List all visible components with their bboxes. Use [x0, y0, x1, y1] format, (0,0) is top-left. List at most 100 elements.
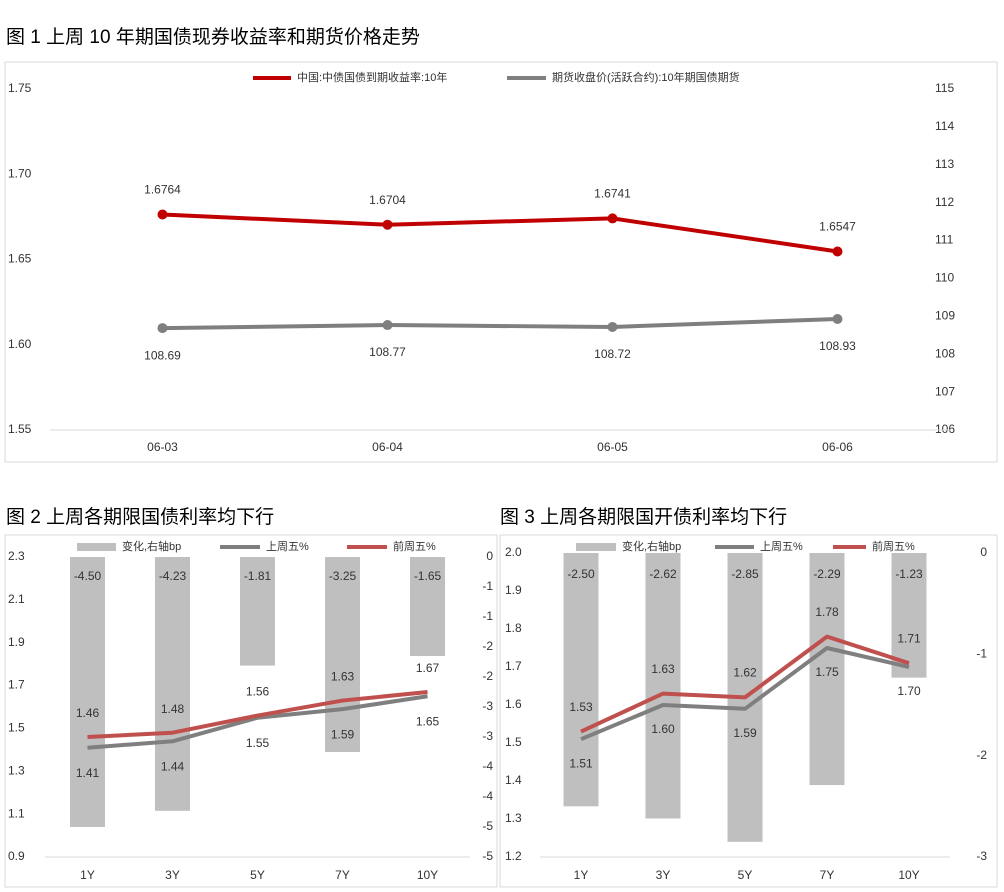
data-label: 1.59 — [733, 726, 757, 740]
y-tick-label: 1.5 — [8, 721, 25, 735]
y-tick-label: 1.9 — [505, 583, 522, 597]
y2-tick-label: -1 — [482, 579, 493, 593]
chart-title: 图 1 上周 10 年期国债现券收益率和期货价格走势 — [6, 26, 420, 48]
data-label: -2.85 — [731, 567, 759, 581]
y2-tick-label: -4 — [482, 759, 493, 773]
marker — [832, 313, 843, 324]
data-label: 108.93 — [819, 339, 856, 353]
data-label: 108.77 — [369, 345, 406, 359]
legend-label: 期货收盘价(活跃合约):10年期国债期货 — [552, 70, 740, 84]
y2-tick-label: -1 — [482, 609, 493, 623]
y2-tick-label: 112 — [935, 195, 954, 209]
x-tick-label: 1Y — [574, 868, 589, 882]
data-label: 1.46 — [76, 706, 100, 720]
y-tick-label: 1.7 — [8, 678, 25, 692]
x-tick-label: 5Y — [250, 868, 265, 882]
data-label: -2.29 — [813, 567, 841, 581]
marker — [382, 320, 393, 331]
y-tick-label: 1.1 — [8, 806, 25, 820]
chart-frame — [4, 61, 998, 463]
marker — [382, 219, 393, 230]
chart-frame — [499, 534, 998, 888]
y-tick-label: 1.8 — [505, 621, 522, 635]
data-label: 108.72 — [594, 347, 631, 361]
bar — [240, 557, 275, 666]
x-tick-label: 06-06 — [822, 440, 853, 454]
marker — [157, 323, 168, 334]
data-label: 108.69 — [144, 348, 181, 362]
y2-tick-label: -2 — [482, 669, 493, 683]
legend-swatch — [576, 543, 616, 551]
y2-tick-label: -5 — [482, 819, 493, 833]
x-tick-label: 10Y — [898, 868, 919, 882]
x-tick-label: 06-03 — [147, 440, 178, 454]
y2-tick-label: 109 — [935, 309, 955, 323]
data-label: 1.51 — [569, 756, 593, 770]
data-label: 1.75 — [815, 665, 839, 679]
y2-tick-label: 0 — [486, 549, 493, 563]
legend-label: 前周五% — [872, 539, 915, 553]
data-label: 1.67 — [416, 661, 440, 675]
bar — [645, 553, 681, 819]
data-label: 1.78 — [815, 605, 839, 619]
y-tick-label: 1.7 — [505, 659, 522, 673]
data-label: 1.53 — [569, 700, 593, 714]
y2-tick-label: -2 — [976, 748, 987, 762]
legend-label: 变化,右轴bp — [122, 539, 181, 553]
y2-tick-label: -1 — [976, 647, 987, 661]
y2-tick-label: 115 — [935, 81, 954, 95]
data-label: 1.70 — [897, 684, 921, 698]
y-tick-label: 1.6 — [505, 697, 522, 711]
data-label: -1.81 — [244, 569, 272, 583]
data-label: -1.23 — [895, 567, 923, 581]
y-tick-label: 2.3 — [8, 549, 25, 563]
y-tick-label: 1.9 — [8, 635, 25, 649]
y2-tick-label: 113 — [935, 157, 954, 171]
marker — [607, 213, 618, 224]
y2-tick-label: -3 — [482, 699, 493, 713]
y-tick-label: 1.3 — [505, 811, 522, 825]
data-label: 1.41 — [76, 766, 100, 780]
bar — [891, 553, 927, 678]
legend-label: 中国:中债国债到期收益率:10年 — [297, 70, 447, 84]
data-label: -2.62 — [649, 567, 677, 581]
y-tick-label: 1.3 — [8, 763, 25, 777]
y2-tick-label: 0 — [980, 545, 987, 559]
y-tick-label: 1.65 — [8, 252, 32, 266]
data-label: 1.48 — [161, 702, 185, 716]
y-tick-label: 1.75 — [8, 81, 32, 95]
y2-tick-label: 108 — [935, 346, 955, 360]
marker — [832, 246, 843, 257]
chart-title: 图 3 上周各期限国开债利率均下行 — [500, 506, 787, 528]
marker — [157, 209, 168, 220]
legend-label: 上周五% — [760, 540, 803, 553]
y2-tick-label: 107 — [935, 384, 955, 398]
line — [580, 646, 910, 742]
y2-tick-label: -5 — [482, 849, 493, 863]
x-tick-label: 06-05 — [597, 440, 628, 454]
x-tick-label: 3Y — [165, 868, 180, 882]
line — [162, 316, 838, 331]
x-tick-label: 10Y — [417, 868, 438, 882]
data-label: -2.50 — [567, 567, 595, 581]
y2-tick-label: -4 — [482, 789, 493, 803]
data-label: 1.6764 — [144, 183, 181, 197]
line — [580, 634, 910, 734]
data-label: 1.59 — [331, 727, 355, 741]
x-tick-label: 7Y — [820, 868, 835, 882]
data-label: 1.6741 — [594, 187, 631, 201]
bar — [70, 557, 105, 827]
data-label: 1.6704 — [369, 193, 406, 207]
y-tick-label: 1.70 — [8, 166, 32, 180]
bar — [809, 553, 845, 786]
data-label: 1.62 — [733, 666, 757, 680]
y-tick-label: 1.60 — [8, 337, 32, 351]
bar — [410, 557, 445, 656]
data-label: 1.63 — [331, 670, 355, 684]
x-tick-label: 3Y — [656, 868, 671, 882]
data-label: 1.6547 — [819, 220, 856, 234]
bar — [563, 553, 599, 807]
line — [162, 212, 838, 254]
y-tick-label: 2.1 — [8, 592, 25, 606]
